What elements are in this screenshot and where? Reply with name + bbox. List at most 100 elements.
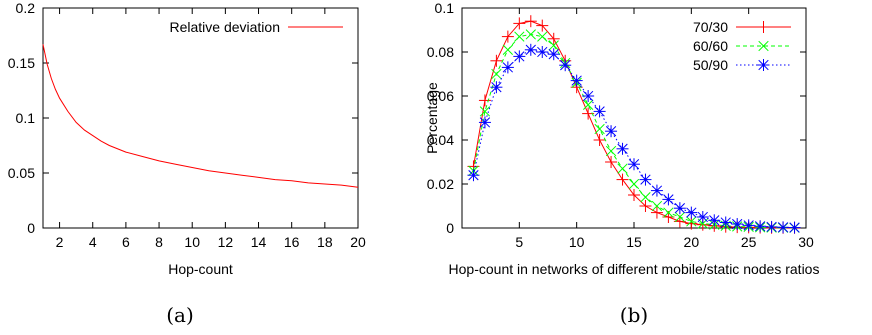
data-point-50-90 <box>696 211 709 223</box>
x-tick-label: 8 <box>155 234 163 250</box>
x-tick-label: 5 <box>515 234 523 250</box>
x-tick-label: 20 <box>350 234 366 250</box>
data-point-70-30 <box>524 15 537 28</box>
x-tick-label: 30 <box>798 234 814 250</box>
data-point-50-90 <box>593 105 606 118</box>
data-point-50-90 <box>742 219 755 232</box>
data-point-60-60 <box>514 31 525 42</box>
data-point-60-60 <box>628 178 640 190</box>
x-tick-label: 25 <box>741 234 757 250</box>
x-tick-label: 4 <box>89 234 97 250</box>
data-point-50-90 <box>559 59 572 72</box>
y-tick-label: 0 <box>446 220 454 236</box>
data-point-60-60 <box>594 123 605 135</box>
y-tick-label: 0.02 <box>427 176 454 192</box>
data-point-60-60 <box>537 31 548 42</box>
legend-label: 50/90 <box>693 57 728 73</box>
data-point-50-90 <box>628 158 640 171</box>
data-point-50-90 <box>777 221 790 234</box>
legend-entry-60-60: 60/60 <box>693 38 791 54</box>
x-tick-label: 6 <box>122 234 130 250</box>
data-point-50-90 <box>731 218 744 231</box>
data-point-50-90 <box>662 193 675 206</box>
data-point-70-30 <box>490 54 503 67</box>
data-point-50-90 <box>582 90 595 102</box>
x-tick-label: 16 <box>284 234 300 250</box>
data-point-50-90 <box>708 214 721 227</box>
data-point-70-30 <box>513 17 526 30</box>
data-point-50-90 <box>639 173 652 186</box>
data-point-60-60 <box>582 99 594 110</box>
data-point-50-90 <box>547 48 560 61</box>
x-axis-label: Hop-count in networks of different mobil… <box>449 261 820 277</box>
data-point-50-90 <box>478 116 491 129</box>
data-point-70-30 <box>478 94 491 107</box>
series-50-90 <box>467 43 801 234</box>
legend-label: 70/30 <box>693 19 728 35</box>
y-tick-label: 0 <box>27 220 35 236</box>
data-point-70-30 <box>536 19 549 32</box>
data-point-60-60 <box>548 40 559 51</box>
x-tick-label: 10 <box>569 234 585 250</box>
data-point-50-90 <box>501 61 514 74</box>
data-point-60-60 <box>525 29 536 40</box>
data-point-70-30 <box>685 217 698 230</box>
data-point-50-90 <box>754 220 767 233</box>
y-tick-label: 0.15 <box>8 55 35 71</box>
x-tick-label: 10 <box>184 234 200 250</box>
data-point-50-90 <box>788 221 801 234</box>
legend-label: 60/60 <box>693 38 728 54</box>
series-70-30 <box>467 15 801 234</box>
data-point-50-90 <box>719 216 732 229</box>
x-tick-label: 18 <box>317 234 333 250</box>
y-tick-label: 0.1 <box>435 0 455 16</box>
data-point-70-30 <box>605 156 618 168</box>
data-point-70-30 <box>501 30 514 43</box>
legend: Relative deviation <box>169 19 343 35</box>
y-tick-label: 0.08 <box>427 44 454 60</box>
data-point-70-30 <box>628 189 640 201</box>
data-point-50-90 <box>650 184 663 197</box>
figure-caption: (b) <box>620 303 648 327</box>
legend: 70/30 60/60 50/90 <box>693 19 791 73</box>
data-point-70-30 <box>547 32 560 45</box>
data-point-60-60 <box>640 192 651 203</box>
data-point-70-30 <box>593 134 606 146</box>
data-point-60-60 <box>686 216 697 227</box>
legend-entry-70-30: 70/30 <box>693 19 791 35</box>
data-point-70-30 <box>616 173 629 186</box>
data-point-60-60 <box>617 163 628 174</box>
data-point-60-60 <box>502 44 514 55</box>
y-tick-label: 0.06 <box>427 88 454 104</box>
x-tick-label: 2 <box>56 234 64 250</box>
data-point-60-60 <box>674 211 686 223</box>
series-line-relative-deviation <box>42 44 359 188</box>
data-point-50-90 <box>513 50 526 63</box>
data-point-50-90 <box>685 206 698 219</box>
x-tick-label: 20 <box>684 234 700 250</box>
data-point-60-60 <box>491 68 502 80</box>
legend-marker <box>758 40 769 52</box>
data-point-50-90 <box>524 43 537 56</box>
data-point-60-60 <box>479 106 491 117</box>
y-axis-label: Percentage <box>424 82 440 154</box>
legend-entry-50-90: 50/90 <box>693 57 791 73</box>
legend-label: Relative deviation <box>169 19 280 35</box>
chart-hop-count-distribution: 5 10 15 20 25 30 0 0.02 0.04 0.06 0.08 0.1 Hop-count… <box>424 0 819 327</box>
legend-marker <box>757 59 770 71</box>
y-tick-label: 0.2 <box>16 0 36 16</box>
data-point-60-60 <box>663 207 674 218</box>
data-point-70-30 <box>639 200 652 212</box>
data-point-50-90 <box>536 46 549 58</box>
data-point-50-90 <box>605 125 618 138</box>
data-point-50-90 <box>490 81 503 94</box>
data-point-50-90 <box>467 169 480 182</box>
legend-entry-relative-deviation: Relative deviation <box>169 19 343 35</box>
data-point-70-30 <box>650 206 663 219</box>
data-point-50-90 <box>570 74 583 87</box>
data-point-50-90 <box>616 142 629 155</box>
y-tick-label: 0.04 <box>427 132 454 148</box>
data-point-60-60 <box>605 145 617 157</box>
figure-caption: (a) <box>166 303 194 327</box>
